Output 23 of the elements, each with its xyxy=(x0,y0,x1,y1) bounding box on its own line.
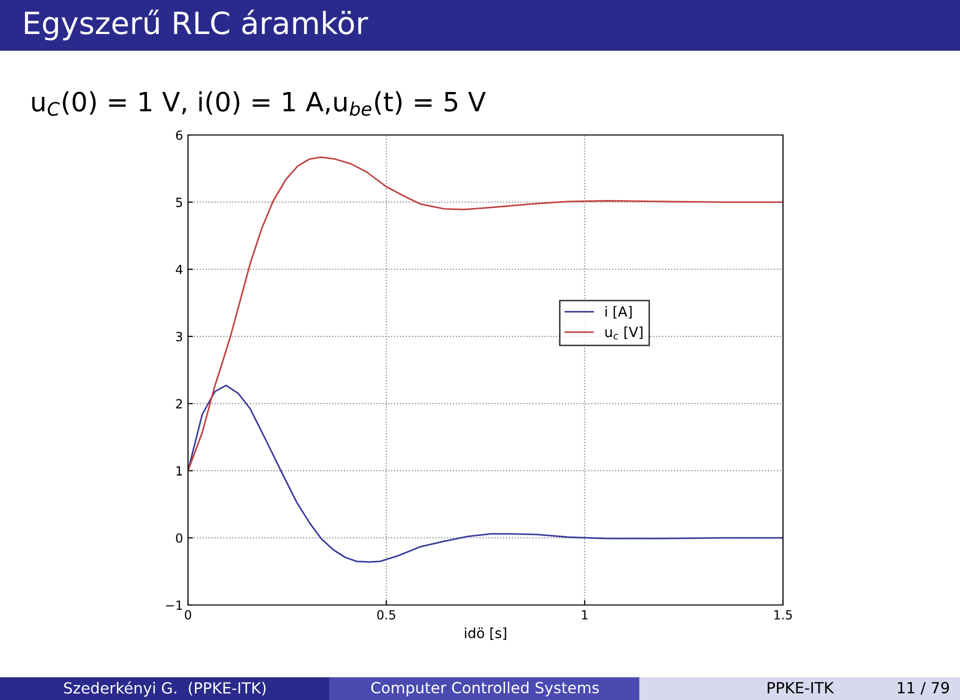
x-tick-label: 0 xyxy=(184,610,192,620)
y-tick-label: 0 xyxy=(176,533,182,543)
x-tick-label: 0.5 xyxy=(377,610,396,620)
text: Computer Controlled Systems xyxy=(371,682,599,696)
chart-title: Egyszerű RLC áramkör xyxy=(25,10,368,40)
y-tick-label: −1 xyxy=(166,600,182,610)
y-tick-label: 5 xyxy=(176,198,182,208)
y-tick-label: 1 xyxy=(176,466,182,476)
x-axis-title: idö [s] xyxy=(464,628,506,640)
chart-subtitle: u$_{C}$(0) = 1 V, i(0) = 1 A,u$_{be}$(t) = 5 V xyxy=(32,91,486,116)
text: PPKE-ITK xyxy=(768,682,834,694)
y-tick-label: 6 xyxy=(176,130,182,140)
y-tick-label: 4 xyxy=(176,264,182,274)
text: 11 / 79 xyxy=(898,682,949,695)
line-series xyxy=(188,156,783,472)
x-tick-label: 1 xyxy=(582,610,588,620)
legend-label: u$_{c}$ [V] xyxy=(605,326,642,340)
text: Szederkényi G. (PPKE-ITK) xyxy=(64,681,266,697)
legend-label: i [A] xyxy=(606,306,632,318)
line-series xyxy=(188,384,783,563)
y-tick-label: 3 xyxy=(176,332,182,342)
y-tick-label: 2 xyxy=(176,399,182,408)
x-tick-label: 1.5 xyxy=(774,610,792,620)
